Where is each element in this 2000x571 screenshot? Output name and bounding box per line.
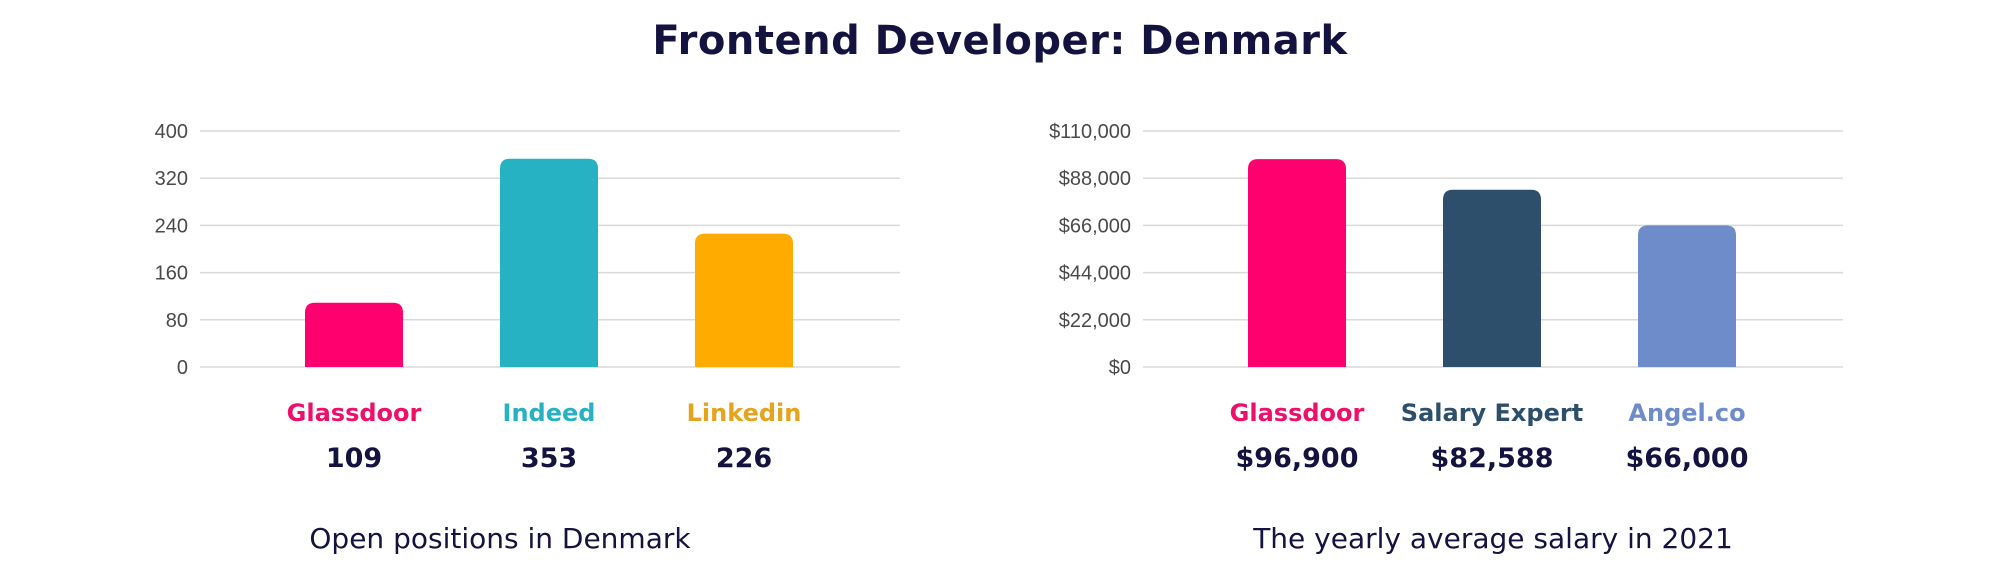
- y-tick-label: $44,000: [1059, 263, 1131, 285]
- y-tick-label: $110,000: [1049, 121, 1131, 143]
- y-tick-label: $88,000: [1059, 168, 1131, 190]
- category-label: Angel.co: [1628, 399, 1745, 427]
- category-label: Salary Expert: [1401, 399, 1583, 427]
- chart-1: 0 80 160 240 320 400 Glassdoor 109 Indeed 353 Link…: [155, 121, 900, 555]
- y-tick-label: 400: [155, 121, 188, 143]
- y-tick-label: 0: [177, 357, 188, 379]
- data-label: $96,900: [1236, 443, 1359, 474]
- bar-glassdoor: [1248, 159, 1346, 367]
- page-title: Frontend Developer: Denmark: [652, 18, 1348, 64]
- y-tick-label: 320: [155, 168, 188, 190]
- chart-caption: Open positions in Denmark: [309, 522, 691, 555]
- bar-indeed: [500, 158, 598, 367]
- data-label: 109: [326, 443, 382, 474]
- data-label: 353: [521, 443, 577, 474]
- bar-angel-co: [1638, 225, 1736, 367]
- chart-caption: The yearly average salary in 2021: [1252, 522, 1733, 555]
- y-tick-label: $22,000: [1059, 310, 1131, 332]
- category-label: Glassdoor: [1230, 399, 1365, 427]
- data-label: 226: [716, 443, 772, 474]
- y-tick-label: $0: [1109, 357, 1131, 379]
- bar-glassdoor: [305, 302, 403, 367]
- y-tick-label: $66,000: [1059, 215, 1131, 237]
- y-tick-label: 160: [155, 263, 188, 285]
- category-label: Linkedin: [687, 399, 802, 427]
- bar-linkedin: [695, 233, 793, 367]
- y-tick-label: 80: [166, 310, 188, 332]
- data-label: $82,588: [1431, 443, 1554, 474]
- category-label: Glassdoor: [287, 399, 422, 427]
- bar-salary-expert: [1443, 189, 1541, 367]
- data-label: $66,000: [1626, 443, 1749, 474]
- y-tick-label: 240: [155, 215, 188, 237]
- chart-2: $0 $22,000 $44,000 $66,000 $88,000 $110,000 Gl…: [1049, 121, 1843, 555]
- category-label: Indeed: [503, 399, 596, 427]
